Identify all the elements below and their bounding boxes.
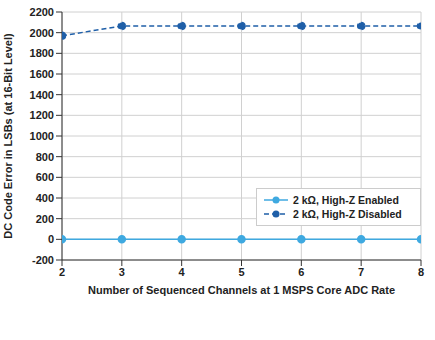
svg-text:1000: 1000 [30, 130, 54, 142]
svg-text:2: 2 [59, 266, 65, 278]
svg-text:1800: 1800 [30, 47, 54, 59]
svg-text:200: 200 [36, 213, 54, 225]
svg-text:5: 5 [238, 266, 244, 278]
svg-text:3: 3 [119, 266, 125, 278]
svg-text:7: 7 [358, 266, 364, 278]
svg-text:6: 6 [298, 266, 304, 278]
svg-text:800: 800 [36, 151, 54, 163]
svg-text:1400: 1400 [30, 89, 54, 101]
svg-text:Number of Sequenced Channels a: Number of Sequenced Channels at 1 MSPS C… [88, 284, 395, 296]
svg-text:400: 400 [36, 192, 54, 204]
svg-text:0: 0 [48, 233, 54, 245]
svg-text:1600: 1600 [30, 68, 54, 80]
svg-text:2200: 2200 [30, 6, 54, 18]
svg-text:2000: 2000 [30, 27, 54, 39]
svg-text:1200: 1200 [30, 109, 54, 121]
html-text:2 kΩ, High-Z Disabled: 2 kΩ, High-Z Disabled [293, 208, 402, 220]
svg-text:-200: -200 [32, 254, 54, 266]
svg-text:4: 4 [179, 266, 186, 278]
svg-text:8: 8 [418, 266, 424, 278]
svg-text:DC Code Error in LSBs (at 16-B: DC Code Error in LSBs (at 16-Bit Level) [8, 33, 14, 239]
html-text:2 kΩ, High-Z Enabled: 2 kΩ, High-Z Enabled [293, 194, 399, 206]
svg-text:600: 600 [36, 171, 54, 183]
